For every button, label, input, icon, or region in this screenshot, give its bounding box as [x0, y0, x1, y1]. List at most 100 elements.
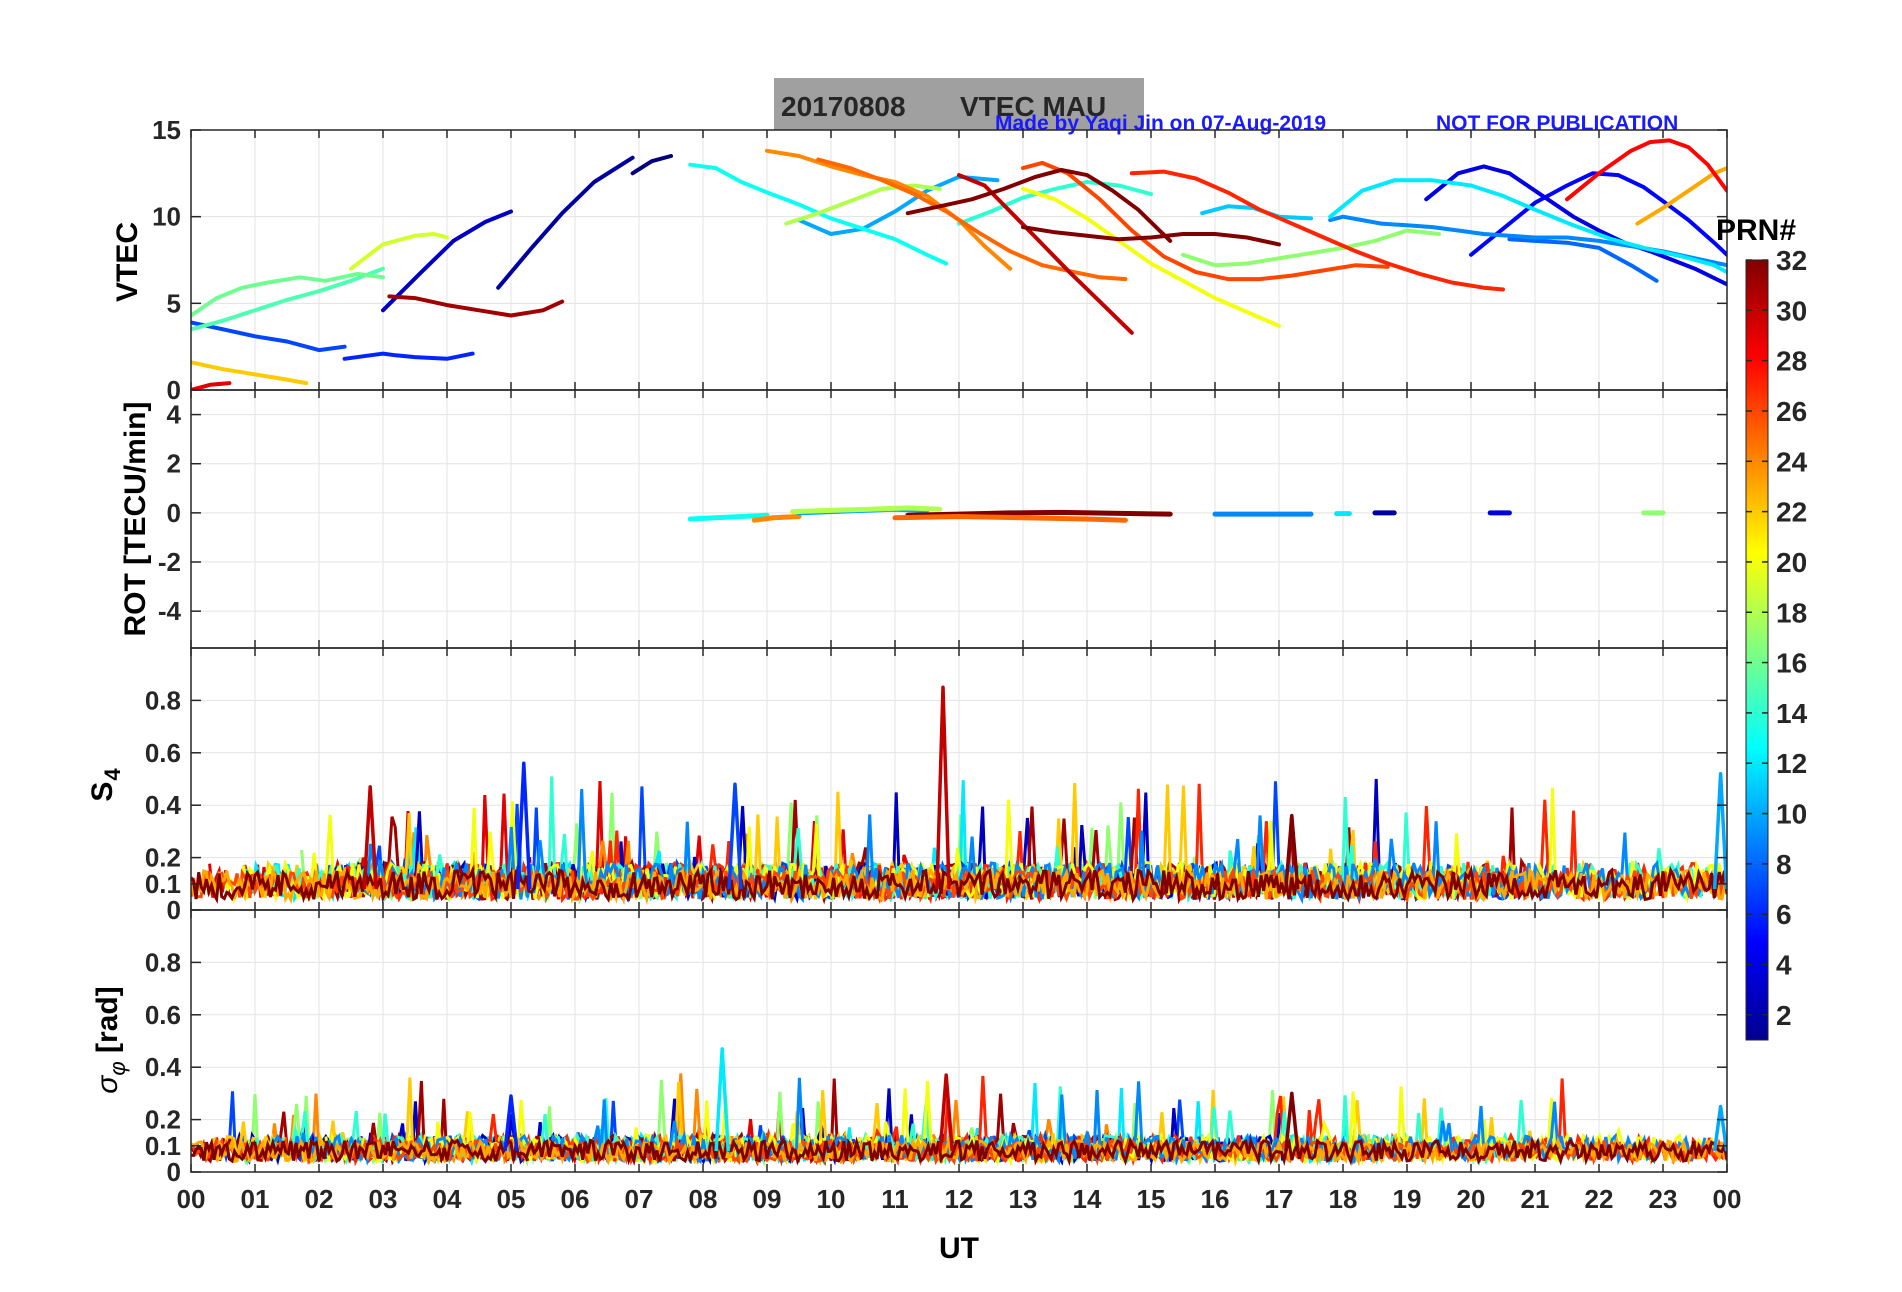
x-tick-label: 03: [369, 1184, 398, 1214]
x-tick-label: 01: [241, 1184, 270, 1214]
colorbar-tick-label: 30: [1776, 295, 1807, 326]
colorbar-tick-label: 28: [1776, 346, 1807, 377]
title-date: 20170808: [781, 91, 906, 122]
x-tick-label: 00: [177, 1184, 206, 1214]
vtec-line-prn-32: [905, 167, 1173, 243]
credit-made-by: Made by Yaqi Jin on 07-Aug-2019: [995, 112, 1326, 135]
colorbar-tick-label: 24: [1776, 446, 1808, 477]
colorbar-tick-label: 10: [1776, 799, 1807, 830]
x-tick-label: 07: [625, 1184, 654, 1214]
colorbar-tick-label: 32: [1776, 245, 1807, 276]
colorbar-tick-label: 6: [1776, 899, 1792, 930]
panel-frame-sigma: [190, 909, 1728, 1173]
s4-baseline-prn-32: [191, 864, 1727, 904]
y-tick-label: 0.1: [145, 869, 181, 899]
x-tick-label: 23: [1649, 1184, 1678, 1214]
vtec-line-prn-17: [1181, 228, 1441, 268]
vtec-line-prn-15: [191, 266, 385, 332]
x-tick-label: 13: [1009, 1184, 1038, 1214]
series-layer: [191, 138, 1727, 1168]
vtec-line-prn-22: [191, 360, 309, 386]
s4-ylabel: S4: [86, 768, 125, 802]
x-tick-label: 04: [433, 1184, 462, 1214]
colorbar-tick-label: 8: [1776, 849, 1792, 880]
y-tick-label: 0: [167, 1157, 181, 1187]
title-box: [774, 78, 1144, 130]
vtec-line-prn-27: [1129, 169, 1505, 292]
vtec-line-prn-23: [1635, 166, 1727, 226]
y-tick-label: 0.4: [145, 790, 182, 820]
sigma-peak-prn-30: [938, 1073, 954, 1152]
x-tick-label: 18: [1329, 1184, 1358, 1214]
colorbar-tick-label: 16: [1776, 648, 1807, 679]
colorbar-tick-label: 22: [1776, 497, 1807, 528]
y-tick-label: 10: [152, 202, 181, 232]
colorbar-tick-label: 4: [1776, 950, 1792, 981]
y-tick-label: -4: [158, 596, 182, 626]
x-tick-label: 22: [1585, 1184, 1614, 1214]
y-tick-label: 4: [167, 400, 182, 430]
y-tick-label: 2: [167, 449, 181, 479]
s4-peak-prn-10: [1712, 772, 1727, 890]
y-tick-label: 0.6: [145, 1000, 181, 1030]
x-tick-label: 06: [561, 1184, 590, 1214]
s4-trace-prn-9: [356, 788, 1725, 905]
x-tick-label: 12: [945, 1184, 974, 1214]
colorbar-tick-label: 12: [1776, 748, 1807, 779]
colorbar-tick-label: 14: [1776, 698, 1808, 729]
s4-peak-prn-32: [1284, 813, 1300, 890]
x-tick-label: 16: [1201, 1184, 1230, 1214]
x-tick-label: 17: [1265, 1184, 1294, 1214]
sigma-peak-prn-32: [1284, 1091, 1300, 1152]
rot-trace-prn-24: [751, 514, 802, 523]
rot-trace-prn-18: [790, 505, 943, 515]
vtec-line-prn-3: [381, 209, 513, 313]
credit-notice: NOT FOR PUBLICATION: [1436, 112, 1678, 135]
sigma-peak-prn-12: [714, 1047, 730, 1152]
vtec-ylabel: VTEC: [111, 222, 144, 302]
axes-layer: 051015-4-202400.10.20.40.60.800.10.20.40…: [145, 115, 1742, 1214]
x-tick-label: 02: [305, 1184, 334, 1214]
s4-peak-prn-30: [935, 685, 951, 890]
vtec-line-prn-14: [957, 180, 1153, 226]
vtec-line-prn-31: [387, 294, 565, 318]
rot-series-group: [687, 505, 1666, 523]
y-tick-label: 0: [167, 895, 181, 925]
y-tick-label: 0: [167, 375, 181, 405]
vtec-line-prn-24: [765, 148, 1013, 271]
x-tick-label: 14: [1073, 1184, 1102, 1214]
s4-peak-prn-30: [362, 785, 378, 890]
x-tick-label: 09: [753, 1184, 782, 1214]
svg-text:σφ [rad]: σφ [rad]: [91, 986, 130, 1093]
y-tick-label: 0.2: [145, 1105, 181, 1135]
colorbar-title: PRN#: [1716, 214, 1796, 247]
s4-peak-prn-7: [727, 782, 743, 890]
vtec-line-prn-19: [349, 232, 449, 271]
y-tick-label: 0.2: [145, 843, 181, 873]
vtec-line-prn-4: [1424, 164, 1727, 287]
x-tick-label: 20: [1457, 1184, 1486, 1214]
vtec-line-prn-30: [957, 173, 1134, 335]
vtec-line-prn-1: [630, 154, 673, 176]
colorbar-tick-label: 20: [1776, 547, 1807, 578]
x-tick-label: 00: [1713, 1184, 1742, 1214]
vtec-line-prn-5: [1469, 171, 1727, 257]
y-tick-label: 0.6: [145, 738, 181, 768]
vtec-line-prn-8: [1507, 237, 1659, 283]
sigma-phi-ylabel: σφ [rad]: [91, 986, 130, 1093]
x-tick-label: 08: [689, 1184, 718, 1214]
y-tick-label: 0.8: [145, 685, 181, 715]
vtec-line-prn-28: [1565, 138, 1727, 202]
vtec-line-prn-18: [784, 183, 942, 226]
x-tick-label: 05: [497, 1184, 526, 1214]
x-tick-label: 10: [817, 1184, 846, 1214]
vtec-line-prn-13: [688, 162, 949, 266]
vtec-line-prn-32: [1021, 225, 1281, 247]
y-tick-label: 0.8: [145, 947, 181, 977]
y-tick-label: 0.1: [145, 1131, 181, 1161]
sigma-baseline-prn-32: [191, 1135, 1727, 1167]
s4-traces: [191, 685, 1727, 906]
y-tick-label: 5: [167, 288, 181, 318]
y-tick-label: -2: [158, 547, 181, 577]
